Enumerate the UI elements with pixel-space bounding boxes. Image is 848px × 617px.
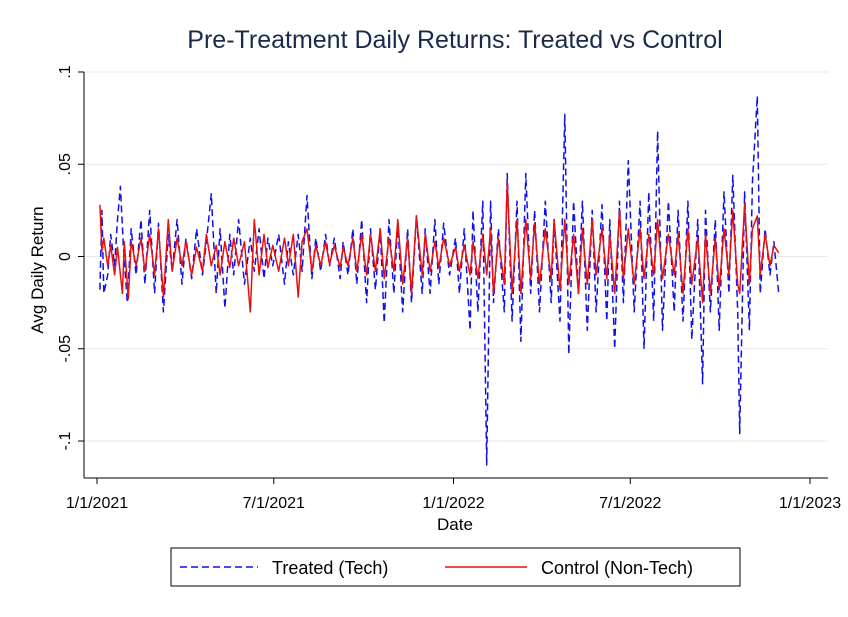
y-ticks: -.1 -.05 0 .05 .1	[57, 65, 84, 450]
series-group	[99, 95, 780, 466]
y-tick-label: .1	[57, 65, 74, 78]
y-tick-label: 0	[57, 252, 74, 261]
y-tick-label: -.05	[57, 335, 74, 363]
chart-title: Pre-Treatment Daily Returns: Treated vs …	[187, 26, 722, 54]
x-tick-label: 1/1/2022	[422, 495, 484, 512]
legend-label-treated: Treated (Tech)	[272, 558, 388, 578]
x-tick-label: 7/1/2022	[599, 495, 661, 512]
gridlines	[84, 71, 828, 442]
y-axis-label: Avg Daily Return	[28, 206, 47, 333]
series-line-treated	[99, 95, 780, 466]
x-axis-label: Date	[437, 515, 473, 534]
x-tick-label: 7/1/2021	[243, 495, 305, 512]
y-tick-label: .05	[57, 153, 74, 175]
x-tick-label: 1/1/2023	[779, 495, 841, 512]
y-tick-label: -.1	[57, 432, 74, 451]
axes	[83, 72, 828, 479]
x-tick-label: 1/1/2021	[66, 495, 128, 512]
legend: Treated (Tech) Control (Non-Tech)	[170, 547, 741, 587]
legend-label-control: Control (Non-Tech)	[541, 558, 693, 578]
series-line-control	[99, 181, 780, 313]
x-ticks: 1/1/2021 7/1/2021 1/1/2022 7/1/2022 1/1/2023	[66, 478, 841, 512]
